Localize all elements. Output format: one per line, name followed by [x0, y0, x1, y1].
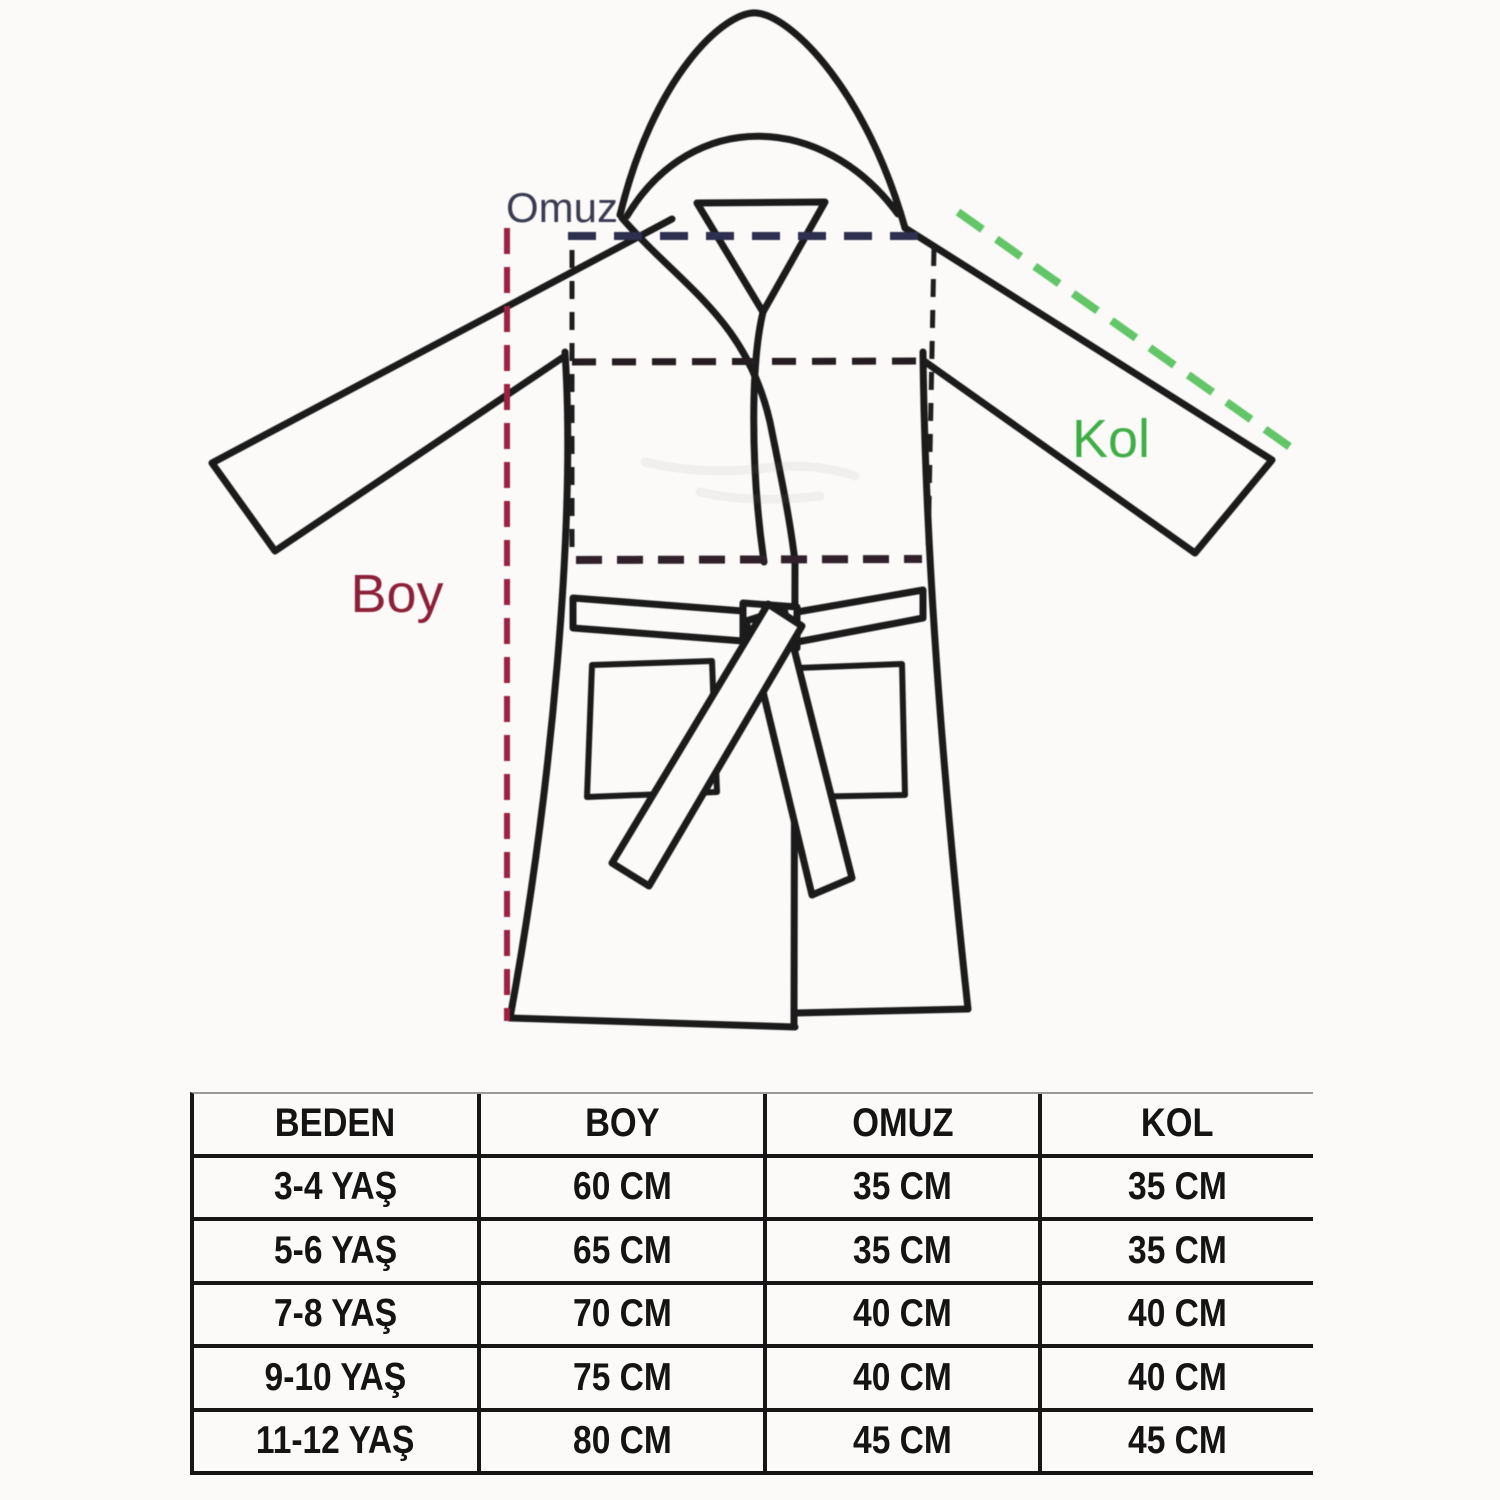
table-row: 11-12 YAŞ 80 CM 45 CM 45 CM	[194, 1411, 1313, 1475]
table-row: 9-10 YAŞ 75 CM 40 CM 40 CM	[194, 1348, 1313, 1412]
length-label: Boy	[350, 564, 443, 624]
shoulder-cell: 45 CM	[767, 1411, 1042, 1471]
length-cell: 75 CM	[481, 1348, 767, 1408]
right-sleeve	[901, 224, 1276, 557]
collar-triangle	[693, 198, 829, 316]
size-table: BEDEN BOY OMUZ KOL 3-4 YAŞ 60 CM 35 CM 3…	[190, 1092, 1313, 1475]
shoulder-cell: 40 CM	[767, 1284, 1042, 1344]
body-right-edge	[919, 348, 972, 1013]
lapel-left-panel	[750, 308, 768, 566]
sleeve-cell: 35 CM	[1128, 1228, 1227, 1272]
col-header-boy: BOY	[481, 1094, 767, 1154]
col-header-kol: KOL	[1141, 1101, 1214, 1146]
table-row: 5-6 YAŞ 65 CM 35 CM 35 CM	[194, 1221, 1313, 1285]
sleeve-cell: 35 CM	[1128, 1165, 1227, 1209]
shoulder-label: Omuz	[506, 184, 618, 231]
size-cell: 3-4 YAŞ	[194, 1157, 481, 1217]
size-cell: 5-6 YAŞ	[194, 1221, 481, 1281]
size-cell: 9-10 YAŞ	[194, 1348, 481, 1408]
sleeve-cell: 40 CM	[1128, 1355, 1227, 1399]
hood-inner-edge	[623, 132, 902, 220]
belt-band-left	[569, 594, 747, 645]
waist-dash-line	[575, 555, 923, 564]
shoulder-cell: 35 CM	[767, 1157, 1042, 1217]
length-cell: 70 CM	[481, 1284, 767, 1344]
belt-band-right	[793, 586, 927, 646]
bathrobe-drawing: Omuz Boy Kol	[208, 9, 1293, 1031]
right-guide-dash-line	[925, 247, 937, 556]
shoulder-cell: 35 CM	[767, 1221, 1042, 1281]
faint-artifact	[640, 457, 860, 504]
col-header-omuz: OMUZ	[767, 1094, 1042, 1154]
size-cell: 11-12 YAŞ	[194, 1411, 481, 1471]
hem-left	[506, 1014, 799, 1031]
sleeve-measure-line	[955, 208, 1293, 451]
length-cell: 60 CM	[481, 1157, 767, 1217]
sleeve-cell: 40 CM	[1128, 1292, 1227, 1336]
belt-tie-left	[608, 600, 806, 890]
chest-dash-line	[571, 357, 925, 366]
length-cell: 65 CM	[481, 1221, 767, 1281]
sleeve-label: Kol	[1072, 409, 1150, 469]
col-header-beden: BEDEN	[194, 1094, 481, 1154]
size-table-header-row: BEDEN BOY OMUZ KOL	[194, 1094, 1313, 1158]
size-cell: 7-8 YAŞ	[194, 1284, 481, 1344]
table-row: 7-8 YAŞ 70 CM 40 CM 40 CM	[194, 1284, 1313, 1348]
sleeve-cell: 45 CM	[1128, 1419, 1227, 1463]
lapel-right-panel	[618, 214, 799, 566]
hood-outline	[616, 9, 909, 232]
hem-right	[791, 1005, 972, 1017]
left-sleeve	[208, 215, 676, 555]
table-row: 3-4 YAŞ 60 CM 35 CM 35 CM	[194, 1157, 1313, 1221]
shoulder-cell: 40 CM	[767, 1348, 1042, 1408]
body-left-edge	[506, 348, 572, 1022]
length-cell: 80 CM	[481, 1411, 767, 1471]
